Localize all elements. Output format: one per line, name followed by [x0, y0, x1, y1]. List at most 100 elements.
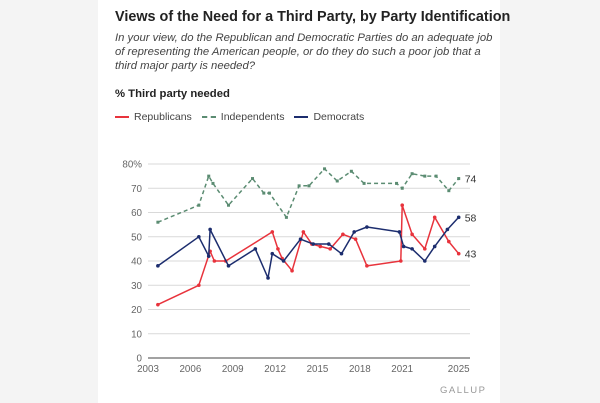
y-tick-label: 70 — [131, 184, 142, 195]
data-point-republicans — [197, 283, 201, 288]
chart-title: Views of the Need for a Third Party, by … — [115, 9, 511, 25]
data-point-republicans — [410, 232, 414, 237]
x-tick-label: 2006 — [179, 364, 201, 375]
series-line-independents — [157, 168, 460, 223]
data-point-democrats — [197, 234, 201, 239]
data-point-independents — [400, 186, 404, 190]
data-point-republicans — [318, 244, 323, 249]
y-tick-label: 80% — [122, 160, 142, 171]
data-point-independents — [156, 220, 160, 224]
x-tick-label: 2018 — [349, 364, 371, 375]
data-point-democrats — [266, 276, 270, 280]
data-point-republicans — [353, 237, 358, 241]
data-point-democrats — [311, 242, 316, 246]
y-tick-label: 10 — [131, 329, 142, 340]
data-point-democrats — [270, 251, 275, 256]
data-point-independents — [284, 215, 288, 219]
data-point-independents — [323, 167, 327, 171]
data-point-democrats — [326, 242, 331, 246]
legend-label-independents: Independents — [220, 111, 285, 123]
data-point-democrats — [206, 254, 211, 258]
legend-label-republicans: Republicans — [134, 111, 192, 123]
data-point-independents — [297, 184, 301, 188]
source-mark: GALLUP — [440, 385, 487, 396]
data-point-democrats — [365, 225, 369, 229]
y-tick-label: 0 — [137, 354, 143, 365]
x-tick-label: 2025 — [448, 364, 470, 375]
data-point-republicans — [290, 268, 294, 273]
legend-swatch-republicans — [115, 116, 129, 118]
data-point-republicans — [328, 247, 332, 251]
data-point-democrats — [339, 251, 344, 256]
data-point-independents — [207, 174, 211, 178]
data-point-independents — [423, 174, 427, 178]
data-point-democrats — [156, 264, 160, 268]
data-point-independents — [362, 181, 366, 185]
data-point-republicans — [365, 264, 369, 268]
data-point-independents — [447, 189, 451, 193]
end-label-democrats: 58 — [465, 212, 477, 224]
legend: Republicans Independents Democrats — [115, 110, 374, 124]
data-point-republicans — [276, 247, 280, 251]
data-point-republicans — [432, 215, 437, 220]
x-tick-label: 2015 — [307, 364, 329, 375]
data-point-independents — [227, 203, 230, 207]
data-point-independents — [395, 181, 399, 185]
data-point-republicans — [212, 259, 217, 263]
data-point-independents — [267, 191, 271, 195]
data-point-independents — [349, 169, 353, 173]
x-tick-label: 2012 — [264, 364, 286, 375]
legend-item-democrats[interactable]: Democrats — [294, 111, 364, 123]
data-point-democrats — [253, 247, 258, 251]
data-point-democrats — [432, 244, 437, 249]
y-tick-label: 50 — [131, 232, 142, 243]
data-point-democrats — [410, 247, 414, 251]
data-point-democrats — [226, 264, 231, 268]
data-point-democrats — [401, 244, 406, 249]
end-label-republicans: 43 — [465, 249, 477, 261]
data-point-republicans — [270, 230, 275, 234]
legend-label-democrats: Democrats — [313, 111, 365, 123]
data-point-independents — [197, 203, 201, 207]
data-point-democrats — [352, 230, 356, 234]
data-point-democrats — [456, 215, 461, 220]
data-point-republicans — [456, 251, 461, 256]
legend-swatch-democrats — [294, 116, 309, 118]
legend-item-independents[interactable]: Independents — [201, 111, 285, 123]
x-tick-label: 2003 — [137, 364, 159, 375]
data-point-independents — [211, 181, 215, 185]
data-point-independents — [410, 172, 414, 176]
data-point-democrats — [445, 227, 450, 232]
data-point-independents — [262, 191, 266, 195]
data-point-republicans — [398, 259, 403, 263]
data-point-democrats — [397, 230, 402, 234]
data-point-republicans — [423, 247, 427, 251]
series-line-republicans — [157, 204, 460, 306]
data-point-independents — [434, 174, 438, 178]
legend-item-republicans[interactable]: Republicans — [115, 111, 192, 123]
data-point-republicans — [156, 302, 160, 307]
data-point-democrats — [281, 259, 286, 263]
data-point-republicans — [341, 232, 345, 237]
y-tick-label: 30 — [131, 281, 142, 292]
data-point-independents — [251, 177, 255, 181]
x-tick-label: 2009 — [222, 364, 244, 375]
y-tick-label: 40 — [131, 257, 142, 268]
y-tick-label: 20 — [131, 305, 142, 316]
data-point-republicans — [400, 203, 405, 208]
x-tick-label: 2021 — [391, 364, 413, 375]
legend-swatch-independents — [201, 116, 216, 118]
data-point-republicans — [447, 239, 451, 244]
data-point-republicans — [301, 230, 306, 234]
data-point-democrats — [423, 259, 427, 263]
y-tick-label: 60 — [131, 208, 142, 219]
data-point-independents — [307, 184, 311, 188]
chart-card — [98, 0, 500, 403]
data-point-democrats — [298, 237, 303, 241]
data-point-independents — [457, 177, 461, 181]
data-point-democrats — [208, 227, 212, 232]
measure-label: % Third party needed — [115, 88, 230, 100]
end-label-independents: 74 — [465, 174, 477, 186]
series-line-democrats — [157, 216, 460, 279]
